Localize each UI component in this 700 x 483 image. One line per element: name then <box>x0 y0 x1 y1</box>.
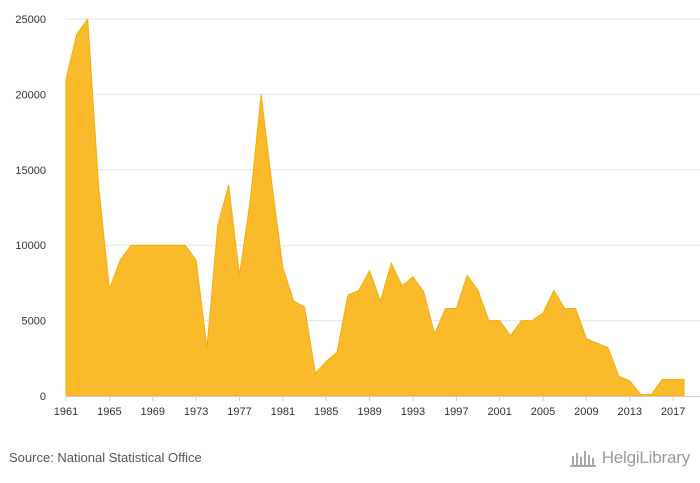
data-point <box>660 377 664 381</box>
data-point <box>519 319 523 323</box>
source-note: Source: National Statistical Office <box>9 450 202 465</box>
data-point <box>400 284 404 288</box>
y-tick-label: 20000 <box>15 89 46 101</box>
data-point <box>552 288 556 292</box>
x-tick-label: 2001 <box>487 406 511 418</box>
data-point <box>639 392 643 396</box>
data-point <box>465 273 469 277</box>
y-tick-label: 5000 <box>22 316 46 328</box>
x-axis: 1961 1965 1969 1973 1977 1981 1985 1989 1993 1997… <box>54 396 700 418</box>
y-tick-label: 0 <box>40 391 46 403</box>
data-point <box>64 77 68 81</box>
x-tick-label: 2005 <box>531 406 555 418</box>
data-point <box>498 319 502 323</box>
x-tick-label: 1993 <box>401 406 425 418</box>
data-point <box>75 32 79 36</box>
data-point <box>118 258 122 262</box>
data-point <box>140 243 144 247</box>
data-point <box>617 374 621 378</box>
data-point <box>97 183 101 187</box>
x-tick-label: 1985 <box>314 406 338 418</box>
data-point <box>357 288 361 292</box>
y-axis: 0 5000 10000 15000 20000 25000 <box>15 14 46 403</box>
data-point <box>476 288 480 292</box>
data-point <box>324 359 328 363</box>
data-point <box>346 293 350 297</box>
y-tick-label: 15000 <box>15 165 46 177</box>
data-point <box>259 92 263 96</box>
data-point <box>248 198 252 202</box>
data-point <box>205 346 209 350</box>
data-point <box>86 17 90 21</box>
data-point <box>509 334 513 338</box>
y-tick-label: 10000 <box>15 240 46 252</box>
data-point <box>172 243 176 247</box>
area-fill <box>65 17 685 397</box>
data-point <box>682 377 686 381</box>
data-point <box>281 266 285 270</box>
data-point <box>563 307 567 311</box>
data-point <box>183 243 187 247</box>
library-building-icon <box>569 451 596 467</box>
data-point <box>194 258 198 262</box>
x-tick-label: 1997 <box>444 406 468 418</box>
data-point <box>368 269 372 273</box>
brand-name: HelgiLibrary <box>601 448 691 467</box>
x-tick-label: 1977 <box>227 406 251 418</box>
x-tick-label: 1973 <box>184 406 208 418</box>
brand-logo: HelgiLibrary <box>568 448 690 468</box>
series-area <box>64 17 686 397</box>
x-tick-label: 1981 <box>271 406 295 418</box>
data-point <box>378 299 382 303</box>
x-tick-label: 1989 <box>357 406 381 418</box>
data-point <box>671 377 675 381</box>
data-point <box>216 224 220 228</box>
data-point <box>433 332 437 336</box>
data-point <box>454 307 458 311</box>
data-point <box>606 346 610 350</box>
data-point <box>335 350 339 354</box>
data-point <box>443 307 447 311</box>
data-point <box>313 371 317 375</box>
data-point <box>107 287 111 291</box>
data-point <box>162 243 166 247</box>
x-tick-label: 2009 <box>574 406 598 418</box>
data-point <box>411 275 415 279</box>
data-point <box>292 299 296 303</box>
x-tick-label: 2017 <box>661 406 685 418</box>
data-point <box>487 319 491 323</box>
y-tick-label: 25000 <box>15 14 46 26</box>
x-tick-label: 1961 <box>54 406 78 418</box>
data-point <box>129 243 133 247</box>
data-point <box>270 183 274 187</box>
data-point <box>595 341 599 345</box>
data-point <box>649 392 653 396</box>
x-tick-label: 2013 <box>618 406 642 418</box>
data-point <box>303 305 307 309</box>
x-tick-label: 1969 <box>140 406 164 418</box>
data-point <box>628 379 632 383</box>
data-point <box>541 311 545 315</box>
data-point <box>227 183 231 187</box>
data-point <box>237 273 241 277</box>
data-point <box>584 337 588 341</box>
data-point <box>574 307 578 311</box>
data-point <box>151 243 155 247</box>
data-point <box>389 261 393 265</box>
data-point <box>530 319 534 323</box>
x-tick-label: 1965 <box>97 406 121 418</box>
data-point <box>422 290 426 294</box>
